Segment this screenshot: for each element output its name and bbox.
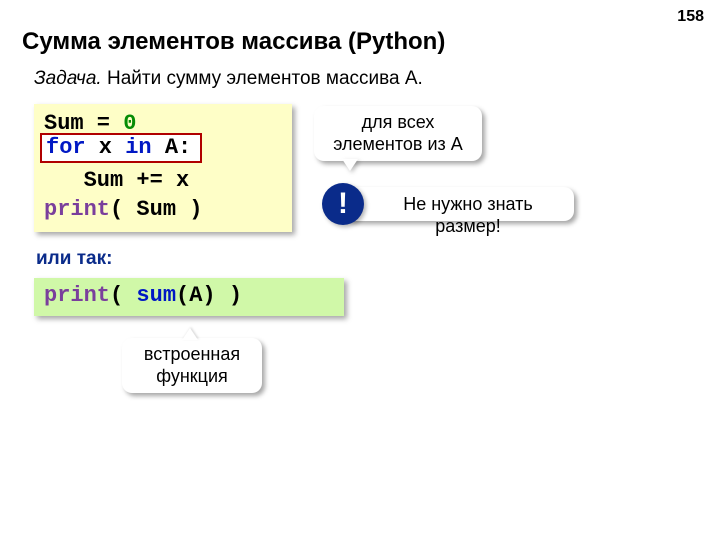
page-title: Сумма элементов массива (Python) xyxy=(22,28,445,56)
task-body: Найти сумму элементов массива A. xyxy=(102,68,423,89)
callout-for-all: для всех элементов из A xyxy=(314,106,482,161)
code-line-3: Sum += x xyxy=(44,167,282,196)
task-text: Задача. Найти сумму элементов массива A. xyxy=(34,68,423,90)
callout-2-text: Не нужно знать размер! xyxy=(403,194,533,236)
for-highlight-box: for x in A: xyxy=(40,133,202,163)
code-line-4: print( Sum ) xyxy=(44,196,282,225)
code-block-alt: print( sum(A) ) xyxy=(34,278,344,316)
callout-1-line-1: для всех xyxy=(362,112,435,132)
exclaim-icon: ! xyxy=(322,183,364,225)
callout-builtin: встроенная функция xyxy=(122,338,262,393)
code-block-main: Sum = 0 Sum += x print( Sum ) xyxy=(34,104,292,232)
callout-3-line-2: функция xyxy=(156,366,228,386)
or-so-label: или так: xyxy=(36,248,112,270)
callout-no-size: Не нужно знать размер! xyxy=(344,187,574,221)
page-number: 158 xyxy=(677,8,704,26)
callout-1-line-2: элементов из A xyxy=(333,134,463,154)
callout-3-line-1: встроенная xyxy=(144,344,240,364)
task-prefix: Задача. xyxy=(34,68,102,89)
